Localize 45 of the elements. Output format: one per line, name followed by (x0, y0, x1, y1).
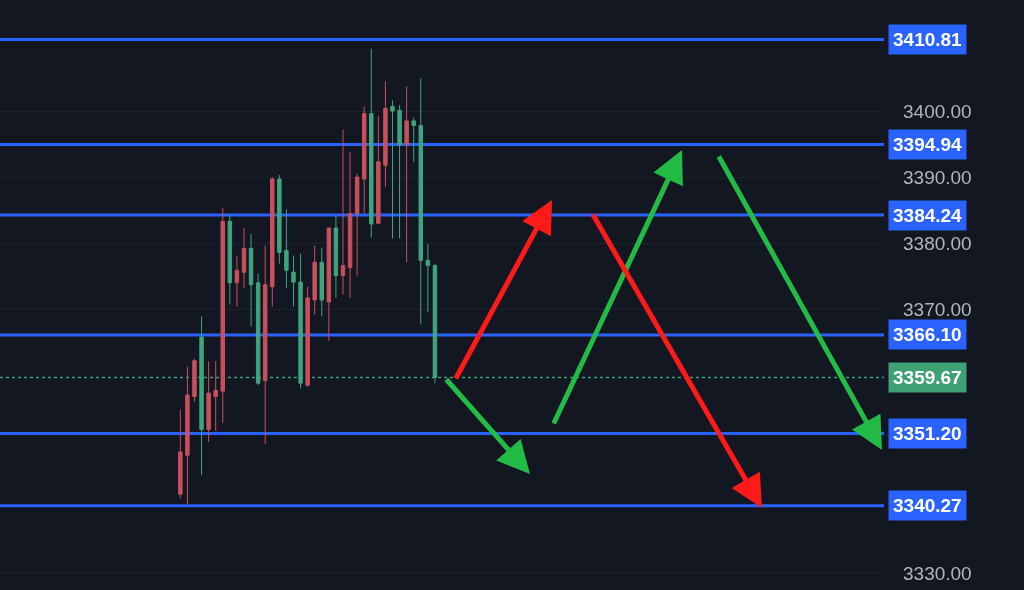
candlestick (390, 99, 395, 240)
candlestick (227, 213, 233, 306)
candlestick (333, 215, 339, 299)
candlestick (305, 286, 310, 388)
candlestick (220, 207, 225, 424)
candlestick (213, 360, 218, 432)
candlestick (241, 227, 247, 289)
candlestick (383, 80, 388, 188)
ref-line-label: 3359.67 (893, 367, 962, 388)
candlestick (369, 48, 374, 239)
candlestick (376, 115, 381, 224)
candlestick (319, 247, 325, 317)
candlestick (270, 176, 275, 308)
ref-line-label: 3351.20 (893, 423, 962, 444)
y-tick-label: 3400.00 (903, 100, 972, 122)
candlestick (397, 104, 402, 240)
candlestick (340, 129, 346, 296)
candlestick (312, 245, 317, 315)
candlestick (277, 174, 282, 265)
ref-line-label: 3340.27 (893, 495, 962, 516)
candlestick (418, 78, 424, 325)
y-tick-label: 3380.00 (903, 232, 972, 254)
candlestick (425, 243, 431, 313)
candlestick (291, 255, 296, 308)
candlestick (404, 86, 409, 263)
candlestick (192, 358, 197, 403)
y-tick-label: 3390.00 (903, 166, 972, 188)
candlestick (347, 151, 353, 299)
candlestick (234, 255, 240, 308)
candlestick (206, 360, 211, 443)
candlestick (354, 173, 360, 277)
candlestick (361, 105, 367, 214)
ref-line-label: 3384.24 (893, 205, 963, 226)
ref-line-label: 3366.10 (893, 324, 962, 345)
candlestick (262, 245, 268, 445)
ref-line-label: 3410.81 (893, 29, 963, 50)
candlestick (326, 227, 332, 342)
y-tick-label: 3330.00 (903, 563, 972, 585)
ref-line-label: 3394.94 (893, 134, 963, 155)
candlestick (411, 117, 416, 163)
candlestick (178, 409, 183, 499)
candlestick (248, 233, 254, 327)
y-tick-label: 3370.00 (903, 298, 972, 320)
candlestick (185, 366, 190, 505)
candlestick (284, 208, 289, 289)
